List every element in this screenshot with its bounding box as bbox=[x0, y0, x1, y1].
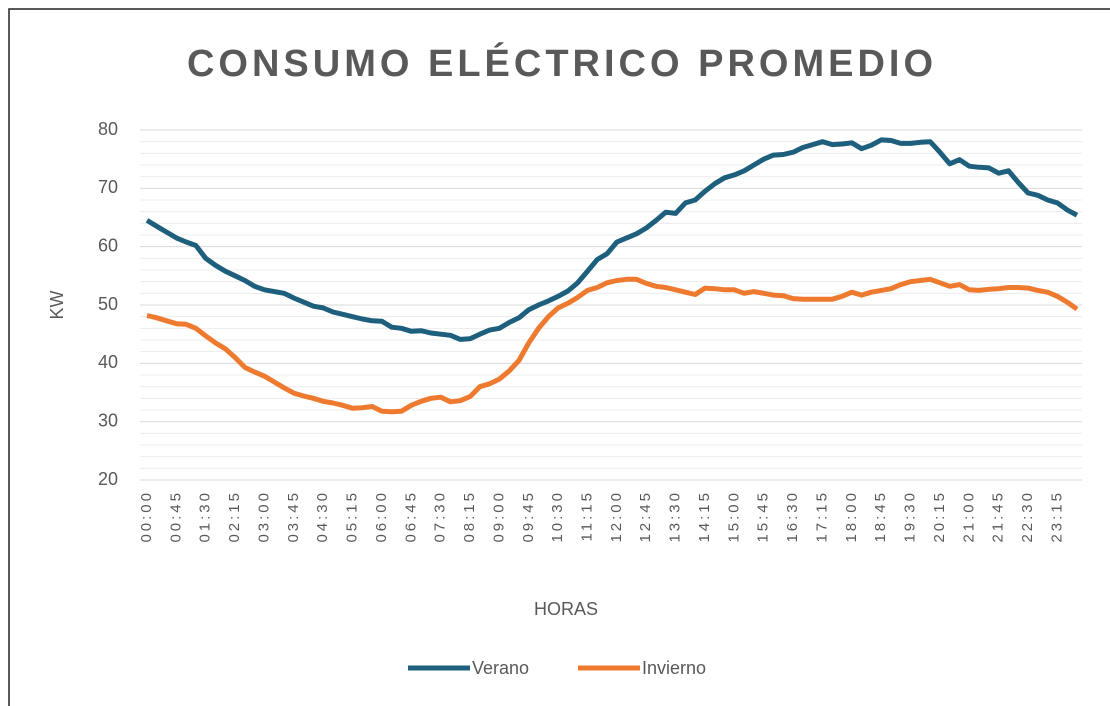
x-tick-label: 12:00 bbox=[608, 490, 625, 543]
y-tick-label: 60 bbox=[98, 235, 118, 255]
x-tick-label: 10:30 bbox=[549, 490, 566, 543]
y-tick-label: 30 bbox=[98, 410, 118, 430]
x-tick-label: 16:30 bbox=[784, 490, 801, 543]
line-series bbox=[145, 137, 1079, 342]
x-tick-label: 20:15 bbox=[931, 490, 948, 543]
x-axis-label: HORAS bbox=[534, 599, 598, 619]
x-tick-label: 11:15 bbox=[578, 490, 595, 541]
x-tick-label: 04:30 bbox=[314, 490, 331, 543]
chart-border bbox=[8, 8, 1110, 706]
x-tick-label: 00:45 bbox=[167, 490, 184, 543]
y-tick-label: 50 bbox=[98, 294, 118, 314]
x-tick-label: 15:00 bbox=[725, 490, 742, 543]
x-tick-label: 18:45 bbox=[872, 490, 889, 543]
x-tick-label: 18:00 bbox=[843, 490, 860, 543]
x-tick-label: 08:15 bbox=[461, 490, 478, 543]
x-tick-label: 06:00 bbox=[373, 490, 390, 543]
x-tick-label: 01:30 bbox=[197, 490, 214, 543]
y-axis-label: KW bbox=[47, 290, 67, 319]
x-tick-label: 03:45 bbox=[285, 490, 302, 543]
x-tick-label: 12:45 bbox=[637, 490, 654, 543]
legend-label: Invierno bbox=[642, 658, 706, 678]
y-tick-label: 70 bbox=[98, 177, 118, 197]
y-tick-label: 20 bbox=[98, 469, 118, 489]
x-tick-label: 09:00 bbox=[490, 490, 507, 543]
x-tick-label: 05:15 bbox=[344, 490, 361, 543]
x-tick-label: 09:45 bbox=[520, 490, 537, 543]
y-tick-label: 80 bbox=[98, 119, 118, 139]
chart-title: CONSUMO ELÉCTRICO PROMEDIO bbox=[187, 41, 937, 85]
x-tick-label: 14:15 bbox=[696, 490, 713, 543]
x-tick-label: 22:30 bbox=[1019, 490, 1036, 543]
y-tick-label: 40 bbox=[98, 352, 118, 372]
x-tick-label: 21:45 bbox=[990, 490, 1007, 543]
x-tick-label: 13:30 bbox=[667, 490, 684, 543]
x-tick-label: 15:45 bbox=[755, 490, 772, 543]
x-tick-label: 02:15 bbox=[226, 490, 243, 543]
line-series bbox=[146, 276, 1079, 415]
legend-label: Verano bbox=[472, 658, 529, 678]
x-tick-label: 17:15 bbox=[813, 490, 830, 543]
x-tick-label: 03:00 bbox=[255, 490, 272, 543]
x-tick-label: 07:30 bbox=[432, 490, 449, 543]
x-tick-label: 23:15 bbox=[1048, 490, 1065, 543]
x-tick-label: 06:45 bbox=[402, 490, 419, 543]
x-tick-label: 00:00 bbox=[138, 490, 155, 543]
x-tick-label: 21:00 bbox=[960, 490, 977, 543]
x-tick-label: 19:30 bbox=[902, 490, 919, 543]
